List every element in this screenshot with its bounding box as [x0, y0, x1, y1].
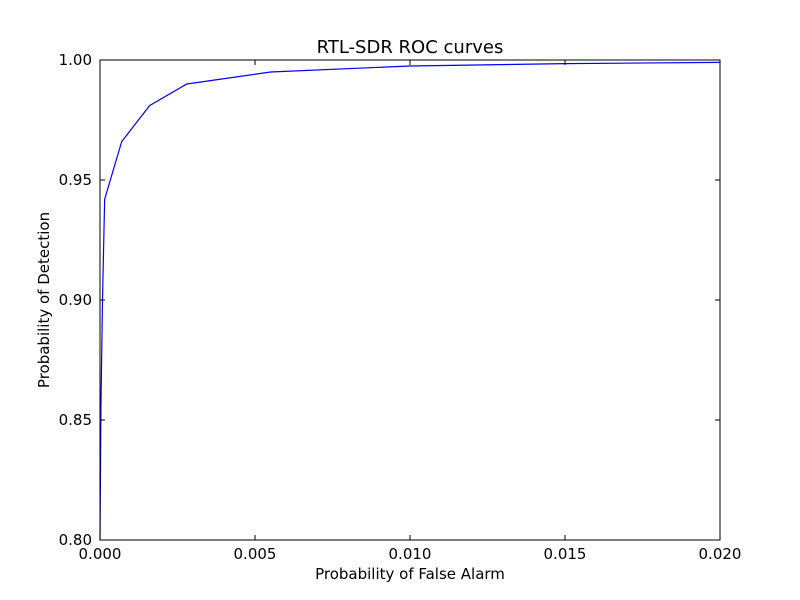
plot-area: [99, 61, 721, 541]
x-tick-label: 0.010: [389, 545, 432, 563]
x-tick-label: 0.020: [699, 545, 742, 563]
plot-frame: [99, 59, 721, 541]
y-axis-label: Probability of Detection: [35, 212, 53, 388]
chart-title: RTL-SDR ROC curves: [317, 37, 504, 58]
x-tick-label: 0.000: [79, 545, 122, 563]
axis-ticks: 0.000 0.005 0.010 0.015 0.020 0.80 0.85 0.90 0.9…: [59, 51, 742, 563]
y-tick-label: 0.95: [59, 171, 92, 189]
y-tick-label: 0.90: [59, 291, 92, 309]
y-tick-label: 0.85: [59, 411, 92, 429]
y-tick-label: 1.00: [59, 51, 92, 69]
y-tick-label: 0.80: [59, 531, 92, 549]
roc-series-line-0: [99, 61, 721, 541]
x-axis-label: Probability of False Alarm: [315, 565, 505, 583]
x-tick-label: 0.005: [234, 545, 277, 563]
x-tick-label: 0.015: [544, 545, 587, 563]
